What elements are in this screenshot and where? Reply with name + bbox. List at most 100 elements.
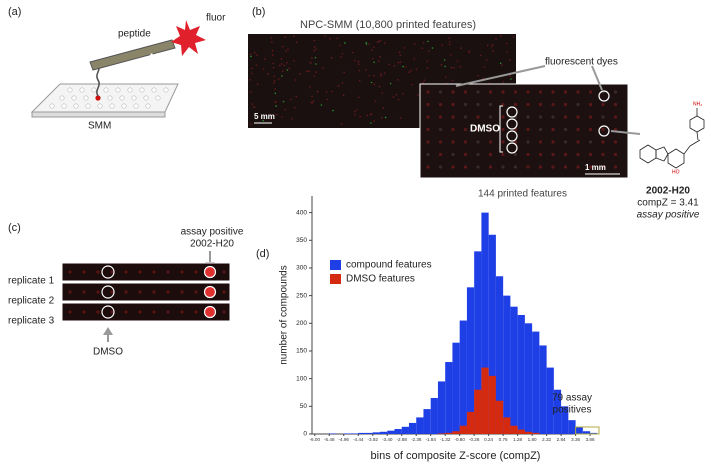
spot (526, 140, 530, 144)
bar (524, 431, 533, 434)
legend-label: DMSO features (346, 274, 415, 285)
dmso-label: DMSO (93, 347, 123, 358)
spot (308, 70, 310, 72)
spot (492, 50, 494, 52)
bar (539, 345, 547, 434)
spot (166, 310, 170, 314)
spot (330, 90, 333, 93)
spot (124, 270, 128, 274)
spot (438, 140, 443, 144)
spot (426, 165, 430, 169)
spot (381, 92, 384, 94)
spot (463, 90, 468, 94)
spot (284, 108, 287, 111)
x-tick-label: -5.48 (324, 437, 335, 442)
spot (166, 270, 170, 274)
spot (380, 72, 382, 75)
bar (394, 429, 402, 434)
spot (320, 104, 323, 106)
spot (138, 290, 142, 294)
bar (401, 426, 409, 434)
spot (315, 48, 317, 51)
spot (576, 165, 580, 169)
spot (588, 102, 593, 107)
spot (506, 51, 509, 53)
arrow (591, 65, 603, 91)
spot (538, 90, 543, 94)
bar (430, 398, 438, 434)
spot (267, 72, 269, 75)
spot (399, 54, 402, 57)
spot (495, 38, 497, 40)
spot (288, 67, 291, 70)
bar (488, 375, 496, 434)
spot (152, 270, 156, 274)
positive-label: assay positive (181, 227, 244, 238)
spot (463, 127, 468, 132)
x-tick-label: -2.88 (396, 437, 407, 442)
spot (222, 290, 226, 294)
spot (488, 152, 493, 157)
spot (427, 50, 430, 52)
spot (526, 90, 530, 94)
spot (124, 290, 128, 294)
spot (451, 140, 455, 144)
x-tick-label: -3.92 (368, 437, 379, 442)
spot (476, 152, 480, 157)
spot (354, 59, 356, 62)
spot (344, 42, 346, 44)
bar (481, 367, 489, 434)
spot (397, 79, 399, 81)
spot (68, 310, 72, 314)
spot (110, 270, 114, 274)
spot (395, 93, 398, 96)
abeta-label: Aβ (148, 53, 161, 64)
spot (358, 63, 360, 65)
nh2-label: NH₂ (693, 101, 702, 107)
status-label: assay positive (637, 210, 700, 221)
spot (194, 290, 198, 294)
replicate-label: replicate 1 (8, 276, 55, 287)
bar (437, 381, 446, 434)
y-tick-label: 200 (296, 320, 307, 327)
bar (582, 431, 591, 434)
spot (538, 102, 543, 107)
spot (426, 115, 430, 119)
spot (96, 270, 100, 274)
bar (590, 432, 598, 434)
bar (553, 389, 562, 434)
spot (422, 81, 425, 84)
spot (485, 59, 488, 61)
spot (262, 119, 265, 122)
spot (280, 116, 283, 118)
spot (283, 64, 286, 67)
spot (513, 165, 518, 169)
panel-label: (b) (252, 6, 265, 18)
x-tick-label: 1.28 (513, 437, 522, 442)
spot (275, 113, 278, 116)
spot (588, 127, 593, 132)
bar (474, 389, 482, 434)
spot (282, 100, 285, 103)
spot (402, 92, 404, 95)
spot (438, 90, 443, 94)
spot (256, 83, 259, 86)
spot (551, 140, 555, 144)
legend-swatch (330, 274, 341, 284)
spot (601, 115, 605, 119)
bar (351, 433, 359, 434)
x-tick-label: -2.36 (411, 437, 422, 442)
spot (251, 72, 253, 75)
positive-spot (203, 265, 217, 279)
dmso-ring (101, 305, 115, 319)
x-axis-label: bins of composite Z-score (compZ) (371, 450, 541, 462)
bar (561, 406, 569, 434)
y-tick-label: 250 (296, 292, 307, 299)
ho-label: HO (672, 169, 680, 175)
legend-label: compound features (346, 260, 432, 271)
array-title: NPC-SMM (10,800 printed features) (300, 19, 476, 31)
spot (451, 127, 455, 132)
spot (338, 44, 341, 47)
spot (499, 62, 502, 65)
bar (575, 427, 583, 434)
